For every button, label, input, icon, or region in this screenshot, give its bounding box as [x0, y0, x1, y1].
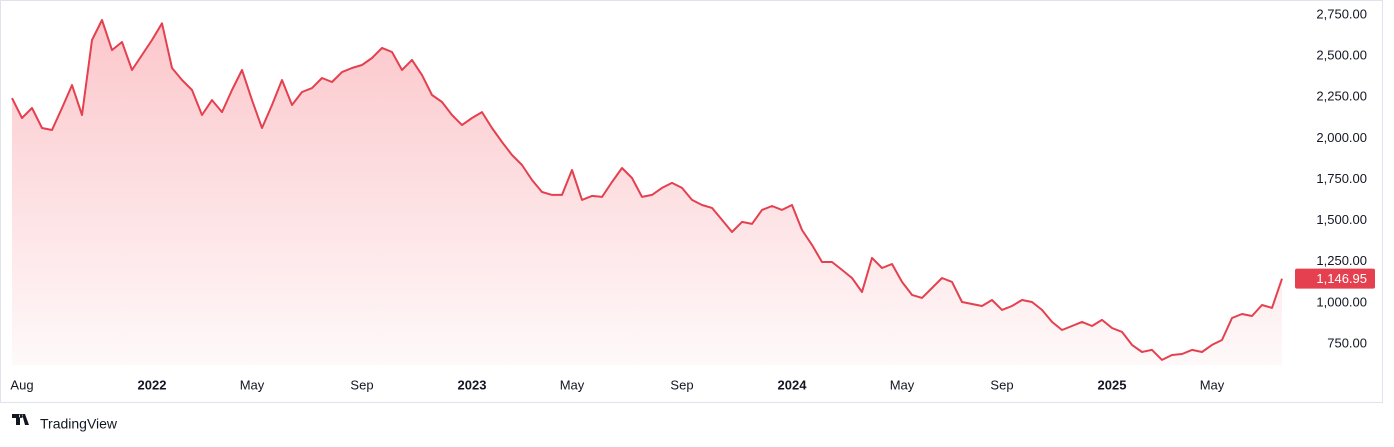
- x-tick-label: May: [240, 377, 265, 392]
- x-tick-label: Sep: [990, 377, 1013, 392]
- x-tick-label: 2022: [138, 377, 167, 392]
- last-price-badge: [1295, 268, 1375, 289]
- last-price-label: 1,146.95: [1316, 271, 1367, 286]
- x-tick-label: May: [890, 377, 915, 392]
- y-tick-label: 1,000.00: [1316, 294, 1367, 309]
- x-tick-label: May: [1200, 377, 1225, 392]
- y-tick-label: 1,750.00: [1316, 171, 1367, 186]
- x-tick-label: Sep: [670, 377, 693, 392]
- y-tick-label: 2,750.00: [1316, 6, 1367, 21]
- x-tick-label: May: [560, 377, 585, 392]
- y-tick-label: 2,250.00: [1316, 89, 1367, 104]
- price-line: [11, 19, 1283, 361]
- x-tick-label: Aug: [10, 377, 33, 392]
- brand-logo: [12, 414, 29, 425]
- y-tick-label: 1,500.00: [1316, 212, 1367, 227]
- area-fill: [12, 20, 1282, 365]
- y-tick-label: 750.00: [1327, 335, 1367, 350]
- brand-name[interactable]: TradingView: [40, 416, 118, 432]
- x-tick-label: Sep: [350, 377, 373, 392]
- y-tick-label: 2,500.00: [1316, 48, 1367, 63]
- y-tick-label: 1,250.00: [1316, 253, 1367, 268]
- x-tick-label: 2024: [778, 377, 808, 392]
- x-tick-label: 2023: [458, 377, 487, 392]
- chart-frame: [0, 0, 1383, 403]
- x-tick-label: 2025: [1098, 377, 1127, 392]
- y-tick-label: 2,000.00: [1316, 130, 1367, 145]
